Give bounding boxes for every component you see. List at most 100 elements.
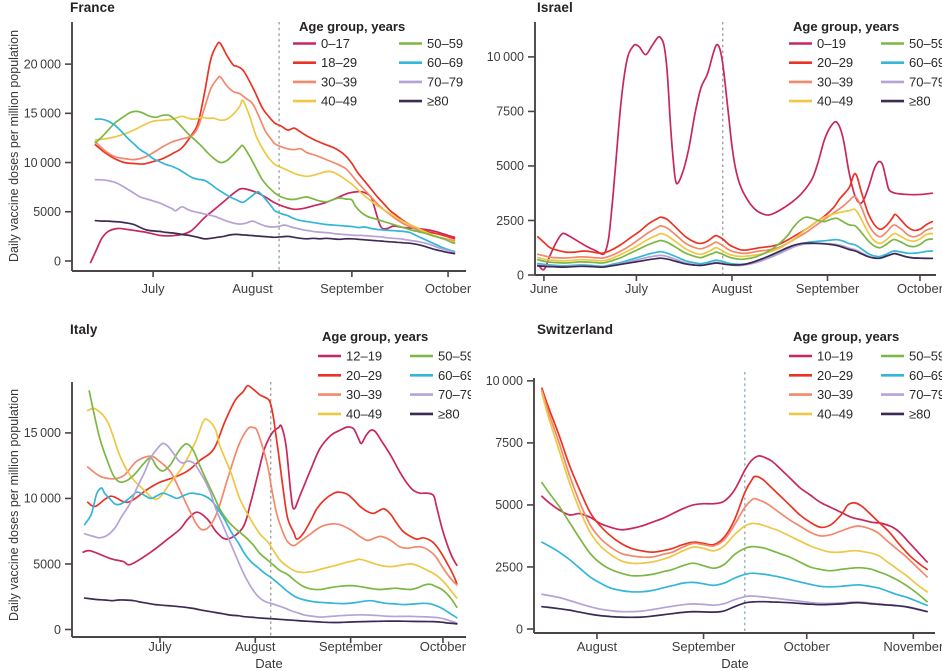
legend-label-≥80: ≥80 bbox=[427, 94, 449, 109]
y-tick-label: 5000 bbox=[496, 159, 524, 173]
x-tick-label: August bbox=[235, 639, 276, 654]
series-line-≥80 bbox=[94, 219, 456, 255]
series-line-12–19 bbox=[82, 424, 458, 567]
x-tick-label: July bbox=[142, 281, 166, 296]
legend-label-60–69: 60–69 bbox=[438, 368, 471, 383]
y-tick-label: 2500 bbox=[496, 214, 524, 228]
legend: Age group, years 0–17 18–29 30–39 40–49 50–59… bbox=[293, 19, 463, 109]
series-line-40–49 bbox=[94, 99, 456, 244]
panel-israel: Israel June July August September October 0 25… bbox=[471, 0, 942, 305]
legend-label-70–79: 70–79 bbox=[909, 74, 942, 89]
series-line-≥80 bbox=[541, 600, 928, 619]
legend-label-≥80: ≥80 bbox=[909, 94, 931, 109]
legend-title: Age group, years bbox=[793, 19, 899, 34]
legend-label-40–49: 40–49 bbox=[817, 94, 853, 109]
series-line-20–29 bbox=[541, 387, 928, 571]
legend-label-60–69: 60–69 bbox=[909, 55, 942, 70]
legend-label-30–39: 30–39 bbox=[817, 387, 853, 402]
y-tick-label: 5000 bbox=[33, 557, 61, 571]
x-tick-label: September bbox=[319, 639, 383, 654]
x-tick-label: June bbox=[530, 281, 558, 296]
y-tick-label: 10 000 bbox=[24, 492, 61, 506]
series-line-0–19 bbox=[536, 35, 934, 271]
x-tick-label: July bbox=[625, 281, 649, 296]
switzerland-line-chart: August September October November 0 2500 5000 7… bbox=[486, 329, 942, 654]
legend-title: Age group, years bbox=[793, 329, 899, 344]
y-tick-label: 0 bbox=[54, 254, 61, 268]
series-line-40–49 bbox=[536, 208, 934, 262]
y-tick-label: 2500 bbox=[495, 560, 523, 574]
series-line-60–69 bbox=[541, 541, 928, 607]
y-tick-label: 7500 bbox=[495, 436, 523, 450]
series-line-70–79 bbox=[83, 442, 458, 624]
series-line-50–59 bbox=[94, 110, 456, 245]
y-tick-label: 0 bbox=[54, 623, 61, 637]
x-tick-label: September bbox=[796, 281, 860, 296]
panel-title-israel: Israel bbox=[537, 0, 573, 15]
y-tick-label: 10 000 bbox=[24, 156, 61, 170]
legend-label-40–49: 40–49 bbox=[346, 406, 382, 421]
y-tick-label: 5000 bbox=[495, 498, 523, 512]
x-tick-label: October bbox=[420, 639, 467, 654]
panel-switzerland: Switzerland August September October Novemb… bbox=[471, 318, 942, 671]
y-tick-label: 0 bbox=[517, 268, 524, 282]
legend: Age group, years 12–19 20–29 30–39 40–49 50–5… bbox=[318, 329, 471, 421]
legend-label-50–59: 50–59 bbox=[909, 349, 942, 364]
legend-label-70–79: 70–79 bbox=[438, 387, 471, 402]
x-tick-label: August bbox=[577, 639, 618, 654]
legend-title: Age group, years bbox=[322, 329, 428, 344]
series-line-70–79 bbox=[94, 178, 456, 254]
legend-label-50–59: 50–59 bbox=[427, 36, 463, 51]
series-line-40–49 bbox=[86, 407, 458, 599]
series-line-30–39 bbox=[86, 426, 458, 586]
x-tick-label: November bbox=[883, 639, 942, 654]
legend-label-20–29: 20–29 bbox=[817, 55, 853, 70]
x-tick-label: October bbox=[897, 281, 942, 296]
y-tick-label: 10 000 bbox=[487, 50, 524, 64]
panel-title-france: France bbox=[70, 0, 115, 15]
series-line-30–39 bbox=[541, 389, 928, 578]
series-line-18–29 bbox=[94, 41, 456, 240]
italy-line-chart: July August September October 0 5000 10 000 15 … bbox=[24, 329, 471, 654]
y-tick-label: 15 000 bbox=[24, 107, 61, 121]
x-tick-label: October bbox=[425, 281, 471, 296]
series-line-50–59 bbox=[88, 390, 458, 609]
x-tick-label: September bbox=[320, 281, 384, 296]
panel-italy: Italy July August September October 0 5000 10 … bbox=[0, 318, 471, 671]
legend-label-40–49: 40–49 bbox=[321, 94, 357, 109]
legend-label-30–39: 30–39 bbox=[321, 74, 357, 89]
y-tick-label: 7500 bbox=[496, 105, 524, 119]
panel-france: France July August September October 0 5000 10… bbox=[0, 0, 471, 305]
series-line-50–59 bbox=[541, 481, 928, 603]
panel-title-italy: Italy bbox=[70, 322, 98, 337]
series-line-40–49 bbox=[541, 392, 928, 593]
legend-label-70–79: 70–79 bbox=[909, 387, 942, 402]
legend-label-40–49: 40–49 bbox=[817, 406, 853, 421]
legend-label-20–29: 20–29 bbox=[346, 368, 382, 383]
x-axis-label-italy: Date bbox=[255, 656, 283, 671]
legend-label-30–39: 30–39 bbox=[346, 387, 382, 402]
y-tick-label: 0 bbox=[516, 622, 523, 636]
x-tick-label: October bbox=[784, 639, 831, 654]
israel-line-chart: June July August September October 0 2500 5000 7… bbox=[487, 19, 942, 296]
legend-label-12–19: 12–19 bbox=[346, 349, 382, 364]
x-tick-label: July bbox=[148, 639, 172, 654]
legend-label-60–69: 60–69 bbox=[909, 368, 942, 383]
legend-label-50–59: 50–59 bbox=[438, 349, 471, 364]
legend-title: Age group, years bbox=[299, 19, 405, 34]
legend: Age group, years 0–19 20–29 30–39 40–49 50–59… bbox=[789, 19, 942, 109]
y-tick-label: 15 000 bbox=[24, 426, 61, 440]
legend-label-30–39: 30–39 bbox=[817, 74, 853, 89]
series-line-10–19 bbox=[541, 454, 928, 563]
legend-label-≥80: ≥80 bbox=[909, 406, 931, 421]
series-line-≥80 bbox=[83, 597, 458, 625]
series-line-60–69 bbox=[94, 118, 456, 253]
series-line-20–29 bbox=[86, 384, 458, 585]
legend-label-≥80: ≥80 bbox=[438, 406, 460, 421]
x-tick-label: September bbox=[672, 639, 736, 654]
legend-label-70–79: 70–79 bbox=[427, 74, 463, 89]
legend-label-0–17: 0–17 bbox=[321, 36, 350, 51]
x-tick-label: August bbox=[712, 281, 753, 296]
legend-label-0–19: 0–19 bbox=[817, 36, 846, 51]
